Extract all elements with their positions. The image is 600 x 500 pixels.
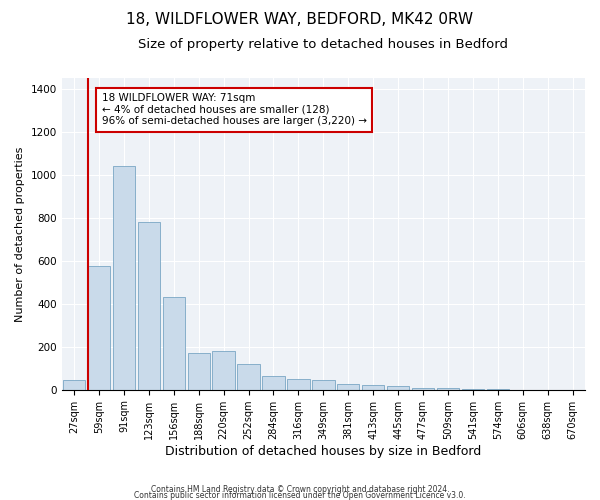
Bar: [238, 364, 260, 390]
Bar: [387, 386, 409, 390]
Bar: [262, 376, 285, 390]
Text: 18, WILDFLOWER WAY, BEDFORD, MK42 0RW: 18, WILDFLOWER WAY, BEDFORD, MK42 0RW: [127, 12, 473, 28]
Bar: [362, 386, 385, 390]
Bar: [412, 388, 434, 390]
Bar: [437, 388, 459, 390]
X-axis label: Distribution of detached houses by size in Bedford: Distribution of detached houses by size …: [165, 444, 481, 458]
Bar: [163, 298, 185, 390]
Y-axis label: Number of detached properties: Number of detached properties: [15, 146, 25, 322]
Bar: [287, 379, 310, 390]
Text: Contains public sector information licensed under the Open Government Licence v3: Contains public sector information licen…: [134, 491, 466, 500]
Bar: [337, 384, 359, 390]
Bar: [88, 266, 110, 390]
Text: 18 WILDFLOWER WAY: 71sqm
← 4% of detached houses are smaller (128)
96% of semi-d: 18 WILDFLOWER WAY: 71sqm ← 4% of detache…: [101, 93, 367, 126]
Bar: [312, 380, 335, 390]
Bar: [212, 351, 235, 390]
Bar: [63, 380, 85, 390]
Bar: [137, 222, 160, 390]
Title: Size of property relative to detached houses in Bedford: Size of property relative to detached ho…: [139, 38, 508, 51]
Bar: [113, 166, 135, 390]
Bar: [188, 353, 210, 390]
Bar: [461, 389, 484, 390]
Text: Contains HM Land Registry data © Crown copyright and database right 2024.: Contains HM Land Registry data © Crown c…: [151, 485, 449, 494]
